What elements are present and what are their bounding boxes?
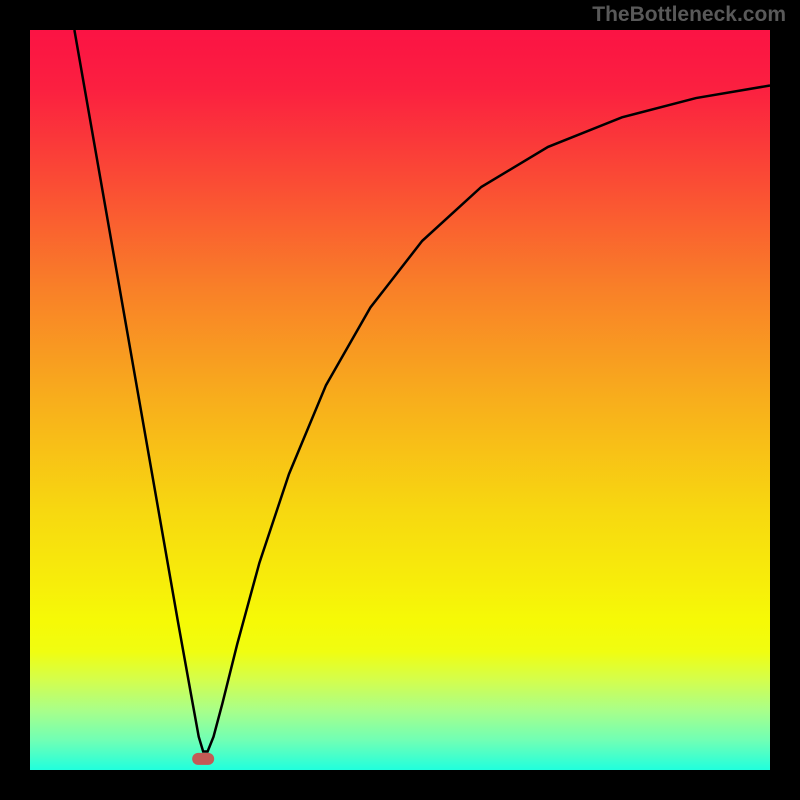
bottleneck-chart xyxy=(0,0,800,800)
chart-container: TheBottleneck.com xyxy=(0,0,800,800)
minimum-marker xyxy=(192,753,214,765)
plot-background xyxy=(30,30,770,770)
watermark-text: TheBottleneck.com xyxy=(592,3,786,27)
